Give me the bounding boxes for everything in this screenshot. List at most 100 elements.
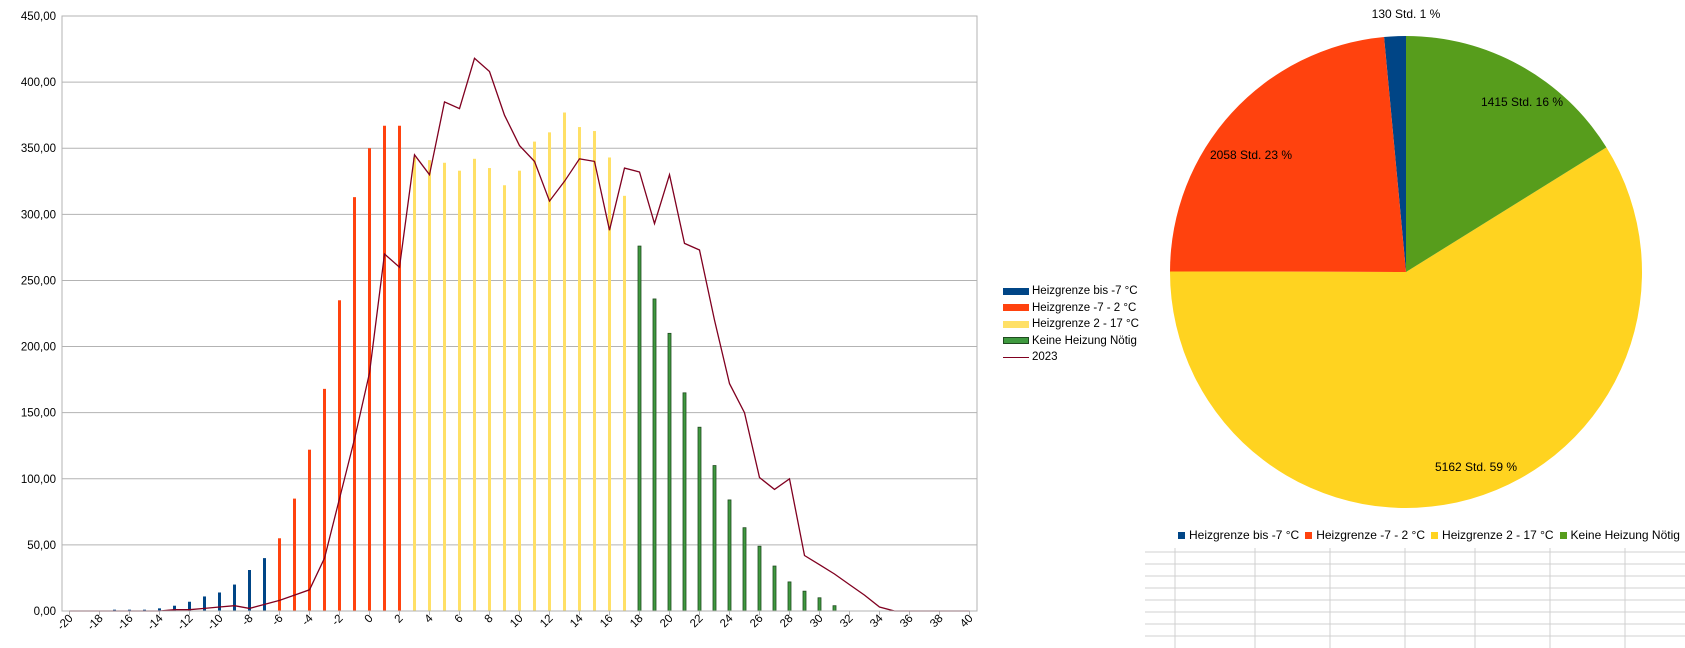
legend-swatch bbox=[1003, 320, 1029, 328]
bar bbox=[308, 449, 311, 611]
y-tick-label: 300,00 bbox=[21, 209, 56, 221]
x-tick-label: -20 bbox=[55, 613, 75, 633]
x-tick-label: 32 bbox=[838, 613, 856, 631]
bar bbox=[682, 392, 687, 612]
y-tick-label: 350,00 bbox=[21, 143, 56, 155]
x-tick-label: 40 bbox=[958, 613, 976, 631]
x-tick-label: 38 bbox=[928, 613, 946, 631]
x-tick-label: 30 bbox=[808, 613, 826, 631]
legend-label: Keine Heizung Nötig bbox=[1570, 528, 1680, 542]
y-tick-label: 450,00 bbox=[21, 11, 56, 23]
bar bbox=[278, 538, 281, 611]
x-tick-label: -10 bbox=[205, 613, 225, 633]
bar bbox=[652, 298, 657, 612]
legend-swatch bbox=[1178, 531, 1185, 539]
legend-label: Heizgrenze -7 - 2 °C bbox=[1032, 301, 1137, 314]
bar bbox=[158, 608, 161, 611]
legend-item: 2023 bbox=[1003, 349, 1139, 366]
legend-label: Heizgrenze bis -7 °C bbox=[1032, 285, 1138, 298]
legend-label: Heizgrenze bis -7 °C bbox=[1189, 528, 1300, 542]
legend-item: Heizgrenze -7 - 2 °C bbox=[1305, 528, 1425, 542]
y-tick-label: 100,00 bbox=[21, 474, 56, 486]
bar bbox=[218, 592, 221, 611]
pie-chart: 130 Std. 1 % 2058 Std. 23 % 5162 Std. 59 %… bbox=[1140, 0, 1685, 520]
x-tick-label: 36 bbox=[898, 613, 916, 631]
bar bbox=[368, 148, 371, 611]
legend-line-swatch bbox=[1003, 356, 1029, 358]
bar bbox=[203, 596, 206, 611]
x-tick-label: 12 bbox=[538, 613, 556, 631]
bar-chart-legend: Heizgrenze bis -7 °C Heizgrenze -7 - 2 °… bbox=[1003, 283, 1139, 366]
bar bbox=[727, 499, 732, 612]
legend-swatch bbox=[1003, 287, 1029, 295]
bar bbox=[293, 498, 296, 611]
legend-item: Heizgrenze bis -7 °C bbox=[1178, 528, 1299, 542]
pie-slice bbox=[1170, 37, 1406, 272]
x-tick-label: -18 bbox=[85, 613, 105, 633]
y-tick-label: 150,00 bbox=[21, 408, 56, 420]
legend-item: Heizgrenze bis -7 °C bbox=[1003, 283, 1139, 300]
legend-swatch bbox=[1003, 304, 1029, 312]
x-tick-label: -2 bbox=[330, 613, 346, 629]
bar bbox=[697, 426, 702, 612]
bar bbox=[398, 125, 401, 611]
x-tick-label: 24 bbox=[718, 612, 736, 630]
line-series-2023 bbox=[69, 57, 970, 612]
bar bbox=[263, 558, 266, 611]
legend-label: Heizgrenze -7 - 2 °C bbox=[1316, 528, 1426, 542]
pie-data-label: 2058 Std. 23 % bbox=[1210, 148, 1292, 162]
pie-data-label: 5162 Std. 59 % bbox=[1435, 460, 1517, 474]
bar bbox=[667, 332, 672, 612]
pie-chart-legend: Heizgrenze bis -7 °C Heizgrenze -7 - 2 °… bbox=[1178, 528, 1685, 542]
x-tick-label: 20 bbox=[658, 613, 676, 631]
bar bbox=[188, 601, 191, 611]
bar bbox=[772, 565, 777, 612]
bar bbox=[233, 584, 236, 611]
bar bbox=[458, 170, 461, 611]
bar bbox=[832, 605, 837, 612]
legend-label: Keine Heizung Nötig bbox=[1032, 334, 1137, 347]
bar bbox=[248, 570, 251, 611]
pie-data-label: 1415 Std. 16 % bbox=[1481, 95, 1563, 109]
pie-slice bbox=[1406, 36, 1607, 272]
bar bbox=[533, 141, 536, 611]
legend-swatch bbox=[1559, 531, 1567, 539]
y-tick-label: 50,00 bbox=[27, 540, 56, 552]
bar bbox=[353, 197, 356, 611]
bar bbox=[113, 609, 116, 611]
bar bbox=[488, 168, 491, 612]
bar bbox=[593, 131, 596, 612]
x-tick-label: 26 bbox=[748, 613, 766, 631]
bar bbox=[323, 388, 326, 611]
bar bbox=[802, 590, 807, 612]
legend-item: Heizgrenze 2 - 17 °C bbox=[1431, 528, 1554, 542]
legend-item: Heizgrenze 2 - 17 °C bbox=[1003, 316, 1139, 333]
x-tick-label: 16 bbox=[598, 613, 616, 631]
bar bbox=[413, 157, 416, 611]
y-tick-label: 250,00 bbox=[21, 275, 56, 287]
bar bbox=[742, 527, 747, 612]
legend-swatch bbox=[1431, 531, 1439, 539]
bar bbox=[338, 300, 341, 611]
bar bbox=[787, 581, 792, 612]
y-tick-label: 0,00 bbox=[34, 606, 56, 618]
bar bbox=[608, 157, 611, 611]
bar bbox=[428, 160, 431, 611]
x-tick-label: -14 bbox=[145, 612, 166, 633]
bar bbox=[623, 195, 626, 612]
bar bbox=[637, 245, 642, 612]
legend-swatch bbox=[1305, 531, 1313, 539]
bar bbox=[548, 132, 551, 611]
bar bbox=[563, 112, 566, 612]
legend-label: Heizgrenze 2 - 17 °C bbox=[1442, 528, 1554, 542]
bar bbox=[473, 158, 476, 612]
x-tick-label: -4 bbox=[300, 612, 316, 628]
pie-slice bbox=[1384, 35, 1406, 272]
bar bbox=[383, 125, 386, 611]
x-tick-label: 10 bbox=[508, 613, 526, 631]
legend-label: 2023 bbox=[1032, 351, 1058, 364]
y-tick-label: 400,00 bbox=[21, 77, 56, 89]
bar bbox=[173, 605, 176, 611]
pie-slice bbox=[1169, 147, 1642, 508]
x-tick-label: -6 bbox=[270, 613, 286, 629]
